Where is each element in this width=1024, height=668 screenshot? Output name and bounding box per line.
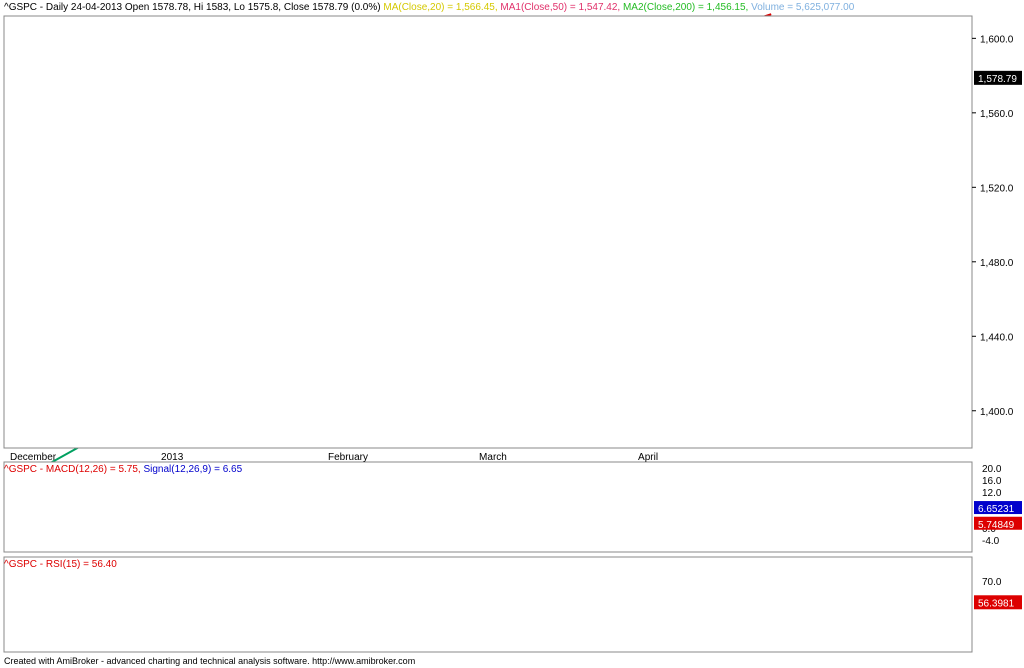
footer-credit: Created with AmiBroker - advanced charti…	[4, 656, 416, 666]
macd-tick-label: -4.0	[982, 536, 1000, 547]
price-tick-label: 1,560.0	[980, 109, 1014, 120]
macd-header: ^GSPC - MACD(12,26) = 5.75, Signal(12,26…	[4, 464, 242, 475]
last-price-label: 1,578.79	[978, 74, 1017, 85]
month-label: April	[638, 452, 658, 463]
macd-tick-label: 20.0	[982, 464, 1002, 475]
ma20-legend: MA(Close,20) = 1,566.45,	[383, 2, 498, 13]
price-tick-label: 1,440.0	[980, 332, 1014, 343]
ma50-legend: MA1(Close,50) = 1,547.42,	[500, 2, 621, 13]
macd-value-label: 5.74849	[978, 520, 1015, 531]
month-label: March	[479, 452, 507, 463]
signal-legend: Signal(12,26,9) = 6.65	[143, 464, 243, 475]
rsi-tick-label: 70.0	[982, 577, 1002, 588]
price-header: ^GSPC - Daily 24-04-2013 Open 1578.78, H…	[4, 2, 854, 13]
month-label: December	[10, 452, 57, 463]
rsi-frame	[3, 556, 973, 653]
price-tick-label: 1,520.0	[980, 183, 1014, 194]
macd-tick-label: 16.0	[982, 476, 1002, 487]
macd-legend: ^GSPC - MACD(12,26) = 5.75,	[4, 464, 141, 475]
ma200-legend: MA2(Close,200) = 1,456.15,	[622, 2, 749, 13]
month-label: February	[328, 452, 368, 463]
signal-value-box	[974, 501, 1022, 515]
axes: December 2013 February March April 1,600.0 1,5…	[3, 15, 1022, 653]
macd-frame	[3, 461, 973, 553]
price-tick-label: 1,480.0	[980, 258, 1014, 269]
volume-legend: Volume = 5,625,077.00	[751, 2, 855, 13]
rsi-legend: ^GSPC - RSI(15) = 56.40	[4, 559, 117, 570]
rsi-value-box	[974, 595, 1022, 610]
macd-tick-label: 12.0	[982, 488, 1002, 499]
price-header-text: ^GSPC - Daily 24-04-2013 Open 1578.78, H…	[4, 2, 381, 13]
price-tick-label: 1,600.0	[980, 34, 1014, 45]
last-price-box	[974, 70, 1022, 85]
rsi-header: ^GSPC - RSI(15) = 56.40	[4, 559, 117, 570]
price-frame	[3, 15, 973, 449]
price-tick-label: 1,400.0	[980, 407, 1014, 418]
macd-value-box	[974, 516, 1022, 530]
month-label: 2013	[161, 452, 184, 463]
rsi-value-label: 56.3981	[978, 598, 1015, 609]
signal-value-label: 6.65231	[978, 504, 1015, 515]
